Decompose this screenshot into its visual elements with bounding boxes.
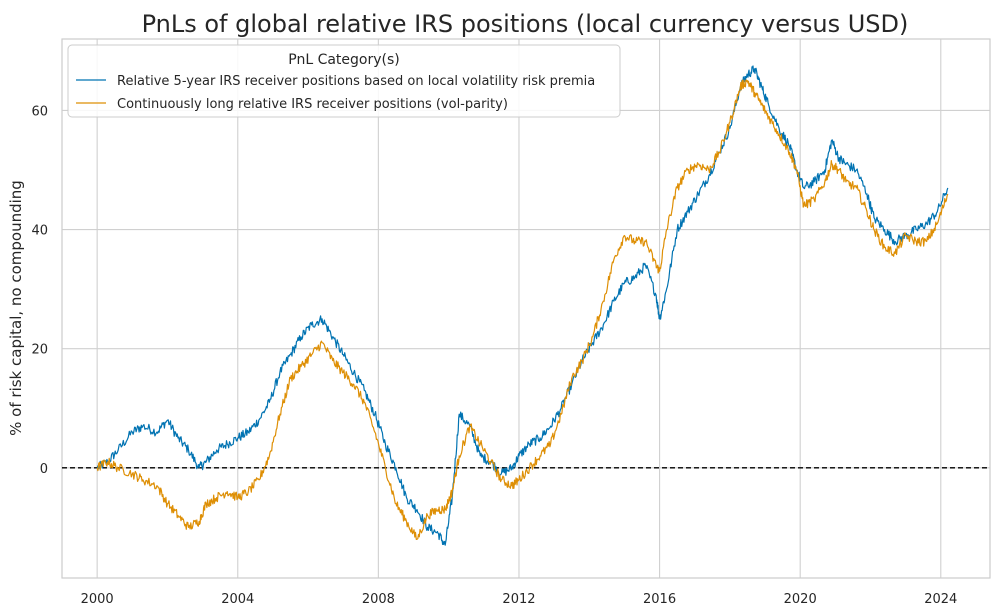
x-axis-ticks: 2000 2004 2008 2012 2016 2020 2024: [81, 592, 958, 607]
y-tick-label: 60: [31, 104, 48, 119]
legend-title: PnL Category(s): [288, 52, 400, 68]
legend-label-series-2: Continuously long relative IRS receiver …: [117, 97, 508, 112]
grid: [62, 39, 990, 578]
legend-label-series-1: Relative 5-year IRS receiver positions b…: [117, 74, 595, 89]
series-line-2: [96, 79, 949, 540]
x-tick-label: 2024: [924, 592, 957, 607]
series-layer: [96, 65, 949, 546]
plot-frame: [61, 38, 991, 579]
series-line-1: [96, 65, 949, 546]
y-tick-label: 20: [31, 343, 48, 358]
x-tick-label: 2000: [81, 592, 114, 607]
x-tick-label: 2012: [502, 592, 535, 607]
legend-box: [67, 44, 621, 118]
x-tick-label: 2004: [221, 592, 254, 607]
y-axis-label: % of risk capital, no compounding: [7, 180, 25, 436]
legend: PnL Category(s) Relative 5-year IRS rece…: [67, 44, 621, 118]
y-tick-label: 0: [40, 462, 48, 477]
x-tick-label: 2016: [643, 592, 676, 607]
y-tick-label: 40: [31, 224, 48, 239]
chart-title: PnLs of global relative IRS positions (l…: [142, 10, 909, 38]
x-tick-label: 2008: [362, 592, 395, 607]
y-axis-ticks: 0 20 40 60: [31, 104, 48, 476]
x-tick-label: 2020: [784, 592, 817, 607]
